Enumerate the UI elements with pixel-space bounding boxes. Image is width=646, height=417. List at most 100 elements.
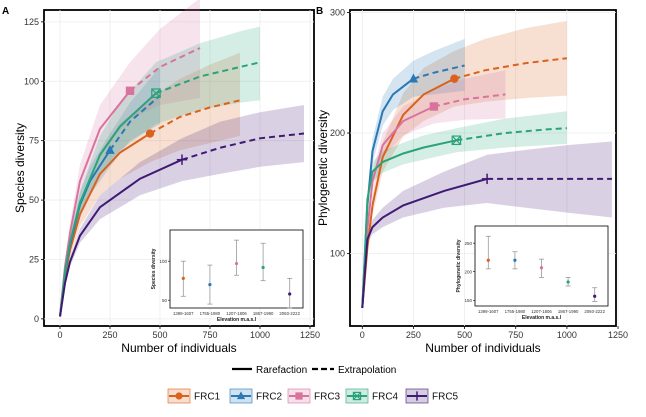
a-ribbon-frc3 <box>60 0 200 317</box>
a-extrapolation-frc1 <box>149 99 241 135</box>
legend-marker-frc4 <box>352 391 362 401</box>
panel-b-y-label: Phylogenetic diversity <box>316 110 330 226</box>
panel-a-x-label: Number of individuals <box>121 341 236 355</box>
b-observed-frc1 <box>450 74 459 83</box>
a-inset-category-label: 2060-2222 <box>279 311 300 316</box>
a-inset-y-tick-label: 50 <box>162 298 168 303</box>
b-ribbon-frc3 <box>362 70 506 308</box>
a-inset-y-tick-label: 100 <box>159 259 167 264</box>
b-inset-category-label: 1867-1990 <box>558 309 579 314</box>
a-x-tick-label: 1250 <box>300 330 320 340</box>
b-inset-x-label: Elevation m.a.s.l <box>522 315 562 321</box>
a-x-tick-label: 500 <box>152 330 167 340</box>
legend-key-frc2 <box>229 388 253 404</box>
b-inset-point-frc1 <box>486 258 490 262</box>
b-x-tick-label: 500 <box>457 330 472 340</box>
a-inset-x-label: Elevation m.a.s.l <box>217 317 257 323</box>
b-inset-y-tick-label: 150 <box>464 298 472 303</box>
a-extrapolation-frc3 <box>129 47 201 92</box>
a-y-tick-label: 125 <box>24 17 39 27</box>
legend-marker-frc3 <box>295 392 303 400</box>
panel-b-plot: 100 200 300 0 250 500 750 1000 1250 <box>330 7 628 340</box>
a-observed-frc3 <box>125 86 135 95</box>
a-rarefaction-frc5 <box>59 158 183 317</box>
a-ribbon-frc1 <box>60 52 240 317</box>
b-inset-category-label: 2060-2222 <box>584 309 605 314</box>
b-x-tick-label: 1250 <box>608 330 628 340</box>
panel-b: B 100 200 300 0 250 500 750 1000 1250 Number of … <box>316 6 628 355</box>
a-inset-y-label: Species diversity <box>151 248 157 289</box>
a-inset-point-frc5 <box>288 292 292 296</box>
a-inset-category-label: 1399-1607 <box>173 311 194 316</box>
b-inset-category-label: 1755-1980 <box>505 309 526 314</box>
b-inset-point-frc3 <box>539 266 544 270</box>
b-inset-y-label: Phylogenetic diversity <box>456 239 462 292</box>
legend-label-frc2: FRC2 <box>256 392 283 403</box>
legend-marker-frc1 <box>175 392 183 400</box>
a-inset-point-frc4 <box>261 265 265 270</box>
a-extrapolation-frc2 <box>109 94 161 151</box>
a-y-tick-label: 75 <box>29 136 39 146</box>
a-observed-frc1 <box>145 129 155 138</box>
b-extrapolation-frc1 <box>454 57 568 80</box>
a-inset-point-frc2 <box>208 283 212 287</box>
panel-b-tag: B <box>316 6 323 17</box>
b-y-tick-label: 100 <box>330 249 345 259</box>
b-rarefaction-frc5 <box>361 177 488 308</box>
b-inset-y-tick-label: 250 <box>464 241 472 246</box>
a-x-tick-label: 1000 <box>250 330 270 340</box>
b-inset-category-label: 1399-1607 <box>478 309 499 314</box>
a-y-tick-label: 100 <box>24 76 39 86</box>
legend-key-frc1 <box>167 388 191 404</box>
b-extrapolation-frc2 <box>413 64 465 80</box>
b-observed-frc4 <box>451 135 462 146</box>
b-x-tick-label: 0 <box>360 330 365 340</box>
a-y-tick-label: 25 <box>29 254 39 264</box>
b-inset-category-label: 1207-1806 <box>531 309 552 314</box>
legend-label-frc4: FRC4 <box>372 392 399 403</box>
panel-a-inset: 1399-1607 1755-1980 1207-1806 1867-1990 2060… <box>151 229 304 323</box>
a-ribbon-frc4 <box>60 26 260 317</box>
panel-b-x-label: Number of individuals <box>425 341 540 355</box>
a-inset-category-label: 1755-1980 <box>200 311 221 316</box>
panel-a-y-label: Species diversity <box>13 123 27 213</box>
b-inset-point-frc5 <box>593 294 597 298</box>
legend-label-frc5: FRC5 <box>432 392 459 403</box>
b-ribbon-frc5 <box>362 141 612 308</box>
a-x-tick-label: 0 <box>57 330 62 340</box>
b-observed-frc3 <box>429 102 439 111</box>
b-rarefaction-frc4 <box>361 139 457 308</box>
b-x-tick-label: 1000 <box>557 330 577 340</box>
b-x-tick-label: 250 <box>406 330 421 340</box>
extrapolation-label: Extrapolation <box>338 365 396 376</box>
b-ribbon-frc2 <box>362 38 465 308</box>
b-inset-point-frc2 <box>513 258 517 262</box>
panel-a-tag: A <box>2 6 9 17</box>
panel-b-frame <box>349 9 617 327</box>
b-inset-point-frc4 <box>566 280 570 284</box>
legend-key-frc3 <box>287 388 311 404</box>
a-inset-point-frc1 <box>181 276 185 280</box>
a-inset-point-frc3 <box>234 261 239 266</box>
legend-label-frc1: FRC1 <box>194 392 221 403</box>
a-extrapolation-frc5 <box>181 132 305 161</box>
group-legend: FRC1 FRC2 FRC3 FRC4 FRC5 <box>167 388 459 404</box>
a-observed-frc5 <box>176 154 188 165</box>
a-ribbon-frc2 <box>60 67 160 317</box>
legend-label-frc3: FRC3 <box>314 392 341 403</box>
a-x-tick-label: 250 <box>102 330 117 340</box>
a-observed-frc2 <box>105 144 115 154</box>
b-ribbon-frc4 <box>362 111 567 308</box>
a-x-tick-label: 750 <box>202 330 217 340</box>
legend-marker-frc2 <box>236 391 246 400</box>
method-legend: Rarefaction Extrapolation <box>232 365 396 376</box>
a-y-tick-label: 50 <box>29 195 39 205</box>
a-extrapolation-frc4 <box>155 61 261 95</box>
b-observed-frc5 <box>481 173 493 185</box>
a-y-tick-label: 0 <box>34 314 39 324</box>
a-inset-category-label: 1207-1806 <box>226 311 247 316</box>
b-inset-y-tick-label: 200 <box>464 270 472 275</box>
legend-marker-frc5 <box>412 391 422 401</box>
rarefaction-label: Rarefaction <box>256 365 307 376</box>
